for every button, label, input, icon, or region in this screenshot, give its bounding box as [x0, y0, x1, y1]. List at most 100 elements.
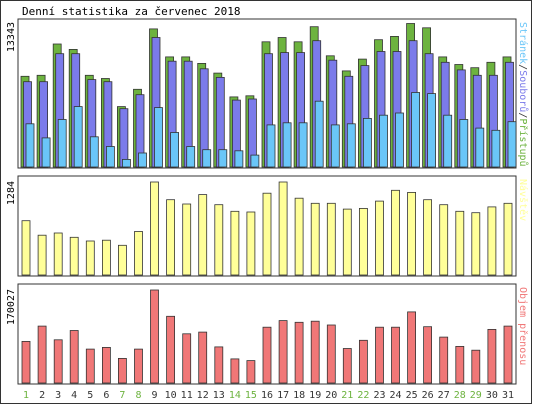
bar-pages-day-8	[138, 152, 147, 168]
bar-kbytes-day-23	[375, 326, 384, 384]
bar-kbytes-day-14	[230, 358, 240, 384]
panel-middle-y-max-label: 1284	[6, 181, 17, 205]
panel-top: 13343 Stránek/Souborů/Přístupů	[6, 18, 529, 169]
bar-kbytes-day-10	[166, 315, 176, 384]
bar-pages-day-12	[202, 149, 212, 168]
bar-kbytes-day-31	[503, 325, 513, 384]
bar-kbytes-day-18	[294, 321, 304, 384]
bar-visits-day-17	[278, 181, 288, 276]
series-visits	[21, 181, 513, 276]
x-tick-label-day-31: 31	[502, 390, 514, 401]
panel-top-y-max-label: 13343	[6, 22, 17, 52]
bar-visits-day-19	[310, 202, 320, 276]
bar-pages-day-24	[395, 112, 404, 168]
x-tick-label-day-1: 1	[23, 390, 29, 401]
bar-pages-day-26	[427, 93, 437, 168]
panel-middle-legend-label: Návštěv	[517, 179, 529, 221]
bar-visits-day-28	[455, 210, 465, 276]
bar-visits-day-3	[53, 232, 63, 276]
panel-bottom-legend-segment: Objem přenosu	[517, 287, 529, 365]
bar-kbytes-day-17	[278, 320, 288, 384]
bar-visits-day-11	[182, 203, 192, 276]
bar-visits-day-5	[85, 240, 95, 276]
bar-kbytes-day-20	[326, 324, 336, 384]
bar-kbytes-day-29	[471, 349, 481, 384]
x-tick-label-day-28: 28	[454, 390, 466, 401]
bar-visits-day-14	[230, 210, 240, 276]
x-tick-label-day-22: 22	[357, 390, 369, 401]
bar-kbytes-day-2	[37, 325, 47, 384]
bar-pages-day-10	[170, 132, 180, 168]
bar-visits-day-26	[423, 199, 433, 276]
bar-visits-day-8	[134, 231, 143, 276]
bar-visits-day-20	[326, 202, 336, 276]
bar-pages-day-27	[443, 114, 453, 168]
bar-kbytes-day-25	[407, 311, 417, 384]
bar-visits-day-9	[150, 181, 159, 276]
bar-pages-day-15	[250, 154, 260, 168]
bar-visits-day-4	[69, 236, 79, 276]
x-tick-label-day-2: 2	[39, 390, 45, 401]
bar-kbytes-day-8	[134, 348, 143, 384]
bar-kbytes-day-15	[246, 360, 256, 384]
bar-pages-day-3	[57, 119, 67, 168]
bar-kbytes-day-30	[487, 328, 497, 384]
bar-visits-day-2	[37, 234, 47, 276]
panel-middle: 1284 Návštěv	[6, 175, 529, 277]
bar-pages-day-23	[379, 114, 388, 168]
bar-visits-day-7	[118, 244, 127, 276]
bar-visits-day-1	[21, 220, 31, 276]
bar-visits-day-24	[391, 189, 400, 276]
bar-pages-day-9	[154, 107, 163, 168]
x-tick-label-day-15: 15	[245, 390, 257, 401]
x-tick-label-day-27: 27	[438, 390, 450, 401]
bar-pages-day-20	[330, 124, 340, 168]
bar-pages-day-4	[73, 106, 83, 168]
bar-kbytes-day-6	[102, 346, 111, 384]
x-tick-label-day-24: 24	[389, 390, 401, 401]
bar-visits-day-30	[487, 206, 497, 276]
bar-visits-day-16	[262, 192, 272, 276]
bar-pages-day-5	[89, 136, 99, 168]
bar-pages-day-29	[475, 127, 485, 168]
bar-visits-day-10	[166, 199, 176, 276]
bar-kbytes-day-3	[53, 339, 63, 384]
panel-bottom-legend-label: Objem přenosu	[517, 287, 529, 365]
x-tick-label-day-3: 3	[55, 390, 61, 401]
bar-visits-day-15	[246, 211, 256, 276]
bar-kbytes-day-24	[391, 326, 400, 384]
bar-pages-day-21	[346, 123, 356, 168]
panel-bottom: 170027 Objem přenosu	[6, 283, 529, 385]
bar-visits-day-21	[342, 208, 352, 276]
x-tick-label-day-12: 12	[197, 390, 209, 401]
x-tick-label-day-4: 4	[71, 390, 77, 401]
x-tick-label-day-23: 23	[373, 390, 385, 401]
bar-pages-day-18	[298, 122, 308, 168]
bar-visits-day-22	[358, 207, 368, 276]
x-tick-label-day-8: 8	[135, 390, 141, 401]
bar-pages-day-6	[106, 146, 115, 168]
panel-top-legend-segment: /	[517, 112, 528, 118]
panel-top-legend-label: Stránek/Souborů/Přístupů	[517, 22, 529, 167]
bar-visits-day-13	[214, 204, 224, 276]
bar-kbytes-day-21	[342, 348, 352, 384]
bar-pages-day-31	[507, 121, 517, 168]
bar-kbytes-day-27	[439, 336, 449, 384]
bar-pages-day-30	[491, 129, 501, 168]
chart-panels: 13343 Stránek/Souborů/Přístupů 1284 Návštěv…	[6, 18, 529, 385]
x-tick-label-day-14: 14	[229, 390, 241, 401]
panel-top-legend-segment: Přístupů	[517, 118, 529, 166]
bar-kbytes-day-5	[85, 348, 95, 384]
panel-bottom-y-max-label: 170027	[6, 289, 17, 325]
x-tick-label-day-25: 25	[406, 390, 418, 401]
bar-kbytes-day-22	[358, 339, 368, 384]
chart-title: Denní statistika za červenec 2018	[22, 5, 241, 18]
bar-kbytes-day-9	[150, 289, 159, 384]
bar-pages-day-16	[266, 124, 276, 168]
x-tick-label-day-20: 20	[325, 390, 337, 401]
bar-kbytes-day-12	[198, 331, 208, 384]
bar-visits-day-25	[407, 191, 417, 276]
bar-kbytes-day-11	[182, 333, 192, 384]
bar-pages-day-28	[459, 119, 469, 168]
